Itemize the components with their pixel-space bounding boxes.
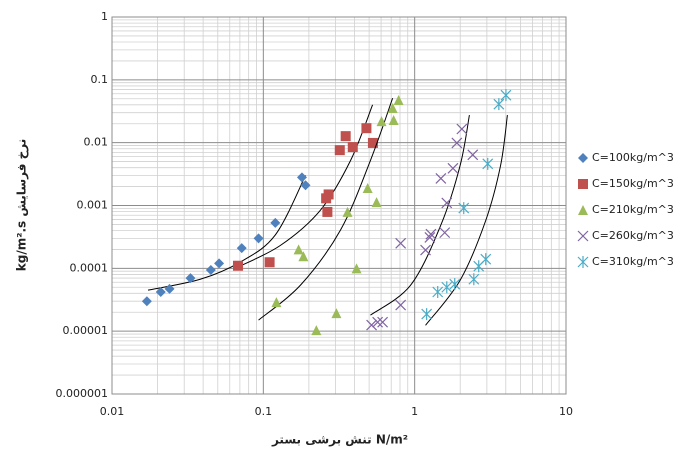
data-point	[451, 137, 463, 149]
data-point	[432, 286, 444, 299]
y-tick-label: 0.00001	[63, 324, 109, 337]
data-point	[236, 243, 247, 254]
data-point	[376, 116, 387, 127]
data-point	[334, 145, 345, 156]
data-point	[425, 228, 437, 240]
legend-label: C=210kg/m^3	[592, 203, 674, 216]
data-point	[387, 103, 398, 114]
data-point	[441, 197, 453, 209]
data-point	[424, 232, 436, 243]
y-axis-label: kg/m².s نرخ فرسایش	[15, 139, 29, 272]
data-point	[323, 189, 334, 200]
legend-label: C=260kg/m^3	[592, 229, 674, 242]
data-point	[441, 281, 453, 294]
data-point	[342, 206, 353, 217]
data-point	[311, 325, 322, 336]
data-point	[232, 260, 243, 271]
data-point	[458, 202, 470, 215]
data-point	[155, 287, 166, 298]
legend-marker	[577, 256, 589, 268]
trend-line	[234, 104, 374, 269]
y-tick-label: 0.001	[77, 199, 109, 212]
data-point	[435, 172, 447, 184]
y-tick-label: 0.0001	[70, 261, 109, 274]
data-point	[164, 283, 175, 294]
x-tick-label: 0.01	[100, 405, 125, 418]
data-point	[270, 217, 281, 228]
data-point	[377, 316, 389, 328]
data-point	[331, 308, 342, 319]
plot-frame	[111, 16, 567, 395]
data-point	[214, 258, 225, 269]
legend-label: C=100kg/m^3	[592, 151, 674, 164]
data-point	[367, 137, 378, 148]
data-point	[322, 206, 333, 217]
legend-marker	[578, 153, 588, 163]
data-point	[340, 131, 351, 142]
data-point	[205, 265, 216, 276]
data-point	[420, 244, 431, 256]
x-tick-label: 10	[559, 405, 573, 418]
x-tick-label: 1	[411, 405, 418, 418]
data-point	[456, 123, 468, 135]
trend-line	[147, 175, 306, 291]
data-point	[271, 297, 282, 308]
data-point	[482, 157, 494, 170]
data-point	[185, 273, 196, 284]
data-point	[371, 197, 382, 208]
legend-label: C=310kg/m^3	[592, 255, 674, 268]
data-point	[296, 172, 307, 183]
trend-line	[258, 98, 394, 321]
data-point	[480, 253, 492, 266]
data-point	[298, 251, 309, 262]
data-point	[362, 182, 373, 193]
data-point	[293, 244, 304, 255]
y-tick-label: 0.1	[91, 73, 109, 86]
data-point	[264, 257, 275, 268]
data-point	[467, 149, 479, 161]
data-point	[253, 233, 264, 244]
x-tick-label: 0.1	[255, 405, 273, 418]
data-point	[439, 227, 451, 239]
legend-marker	[577, 230, 589, 242]
legend-marker	[578, 179, 588, 189]
data-point	[395, 237, 407, 249]
data-point	[141, 296, 152, 307]
data-point	[393, 95, 404, 106]
data-point	[421, 308, 433, 321]
data-point	[388, 114, 399, 125]
data-point	[372, 316, 384, 328]
y-tick-label: 1	[101, 10, 108, 23]
trend-line	[425, 114, 508, 326]
data-point	[449, 278, 461, 291]
data-point	[395, 299, 407, 311]
y-tick-label: 0.000001	[56, 387, 109, 400]
data-point	[500, 89, 512, 102]
trend-line	[370, 114, 470, 316]
data-point	[447, 162, 459, 174]
data-point	[493, 98, 505, 111]
legend-marker	[578, 205, 588, 215]
legend-label: C=150kg/m^3	[592, 177, 674, 190]
data-point	[351, 263, 362, 274]
x-axis-label: تنش برشی بستر N/m²	[271, 433, 408, 447]
data-point	[366, 319, 377, 331]
data-point	[347, 142, 358, 153]
data-point	[468, 273, 480, 286]
data-point	[300, 180, 311, 191]
y-tick-label: 0.01	[84, 136, 109, 149]
data-point	[361, 123, 372, 134]
